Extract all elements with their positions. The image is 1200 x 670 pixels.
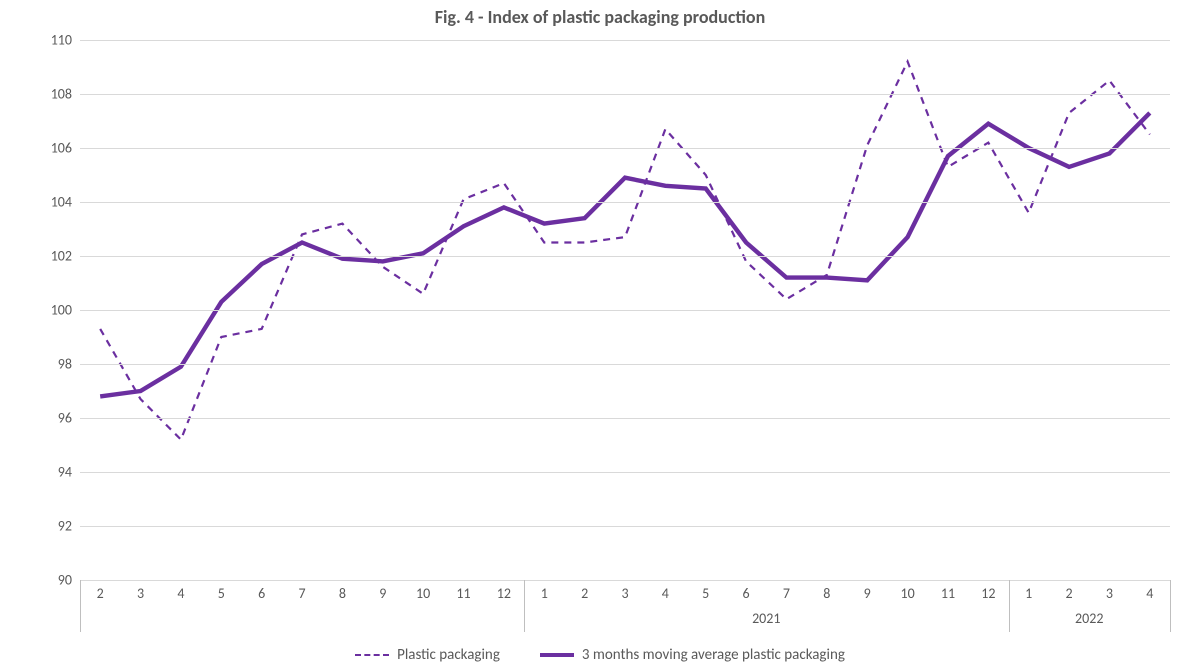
x-tick-label: 6 [743,580,750,602]
y-tick-label: 92 [58,518,80,535]
gridline [80,94,1170,95]
legend-item: 3 months moving average plastic packagin… [540,646,845,664]
gridline [80,202,1170,203]
x-tick-label: 2 [1066,580,1073,602]
x-group-divider [1009,580,1010,632]
y-tick-label: 102 [51,248,80,265]
x-tick-label: 4 [177,580,184,602]
x-tick-label: 3 [137,580,144,602]
x-tick-label: 12 [981,580,995,602]
chart-legend: Plastic packaging 3 months moving average… [0,646,1200,664]
x-tick-label: 8 [823,580,830,602]
gridline [80,148,1170,149]
y-tick-label: 110 [51,32,80,49]
x-tick-label: 11 [941,580,955,602]
x-tick-label: 12 [497,580,511,602]
x-tick-label: 8 [339,580,346,602]
x-tick-label: 11 [456,580,470,602]
x-tick-label: 10 [900,580,914,602]
x-tick-label: 7 [298,580,305,602]
x-tick-label: 5 [702,580,709,602]
x-tick-label: 9 [864,580,871,602]
x-tick-label: 4 [662,580,669,602]
y-tick-label: 108 [51,86,80,103]
gridline [80,418,1170,419]
x-tick-label: 6 [258,580,265,602]
x-group-divider [80,580,81,632]
x-tick-label: 1 [541,580,548,602]
y-tick-label: 96 [58,410,80,427]
y-tick-label: 104 [51,194,80,211]
x-tick-label: 1 [1025,580,1032,602]
y-tick-label: 94 [58,464,80,481]
gridline [80,256,1170,257]
x-tick-label: 3 [1106,580,1113,602]
legend-swatch [540,653,574,657]
gridline [80,310,1170,311]
x-group-divider [1170,580,1171,632]
legend-label: Plastic packaging [397,646,500,664]
x-tick-label: 2 [97,580,104,602]
series-line [100,62,1150,440]
x-tick-label: 2 [581,580,588,602]
x-tick-label: 4 [1146,580,1153,602]
y-tick-label: 106 [51,140,80,157]
gridline [80,364,1170,365]
y-tick-label: 90 [58,572,80,589]
legend-label: 3 months moving average plastic packagin… [582,646,845,664]
x-year-label: 2022 [1075,610,1103,627]
chart-container: Fig. 4 - Index of plastic packaging prod… [0,0,1200,670]
gridline [80,40,1170,41]
gridline [80,526,1170,527]
x-tick-label: 5 [218,580,225,602]
plot-area: 9092949698100102104106108110234567891011… [80,40,1170,581]
x-tick-label: 10 [416,580,430,602]
x-year-label: 2021 [752,610,780,627]
legend-swatch [355,654,389,656]
series-line [100,113,1150,397]
chart-title: Fig. 4 - Index of plastic packaging prod… [0,6,1200,28]
y-tick-label: 100 [51,302,80,319]
y-tick-label: 98 [58,356,80,373]
legend-item: Plastic packaging [355,646,500,664]
x-tick-label: 7 [783,580,790,602]
x-group-divider [524,580,525,632]
gridline [80,472,1170,473]
x-tick-label: 9 [379,580,386,602]
x-tick-label: 3 [621,580,628,602]
